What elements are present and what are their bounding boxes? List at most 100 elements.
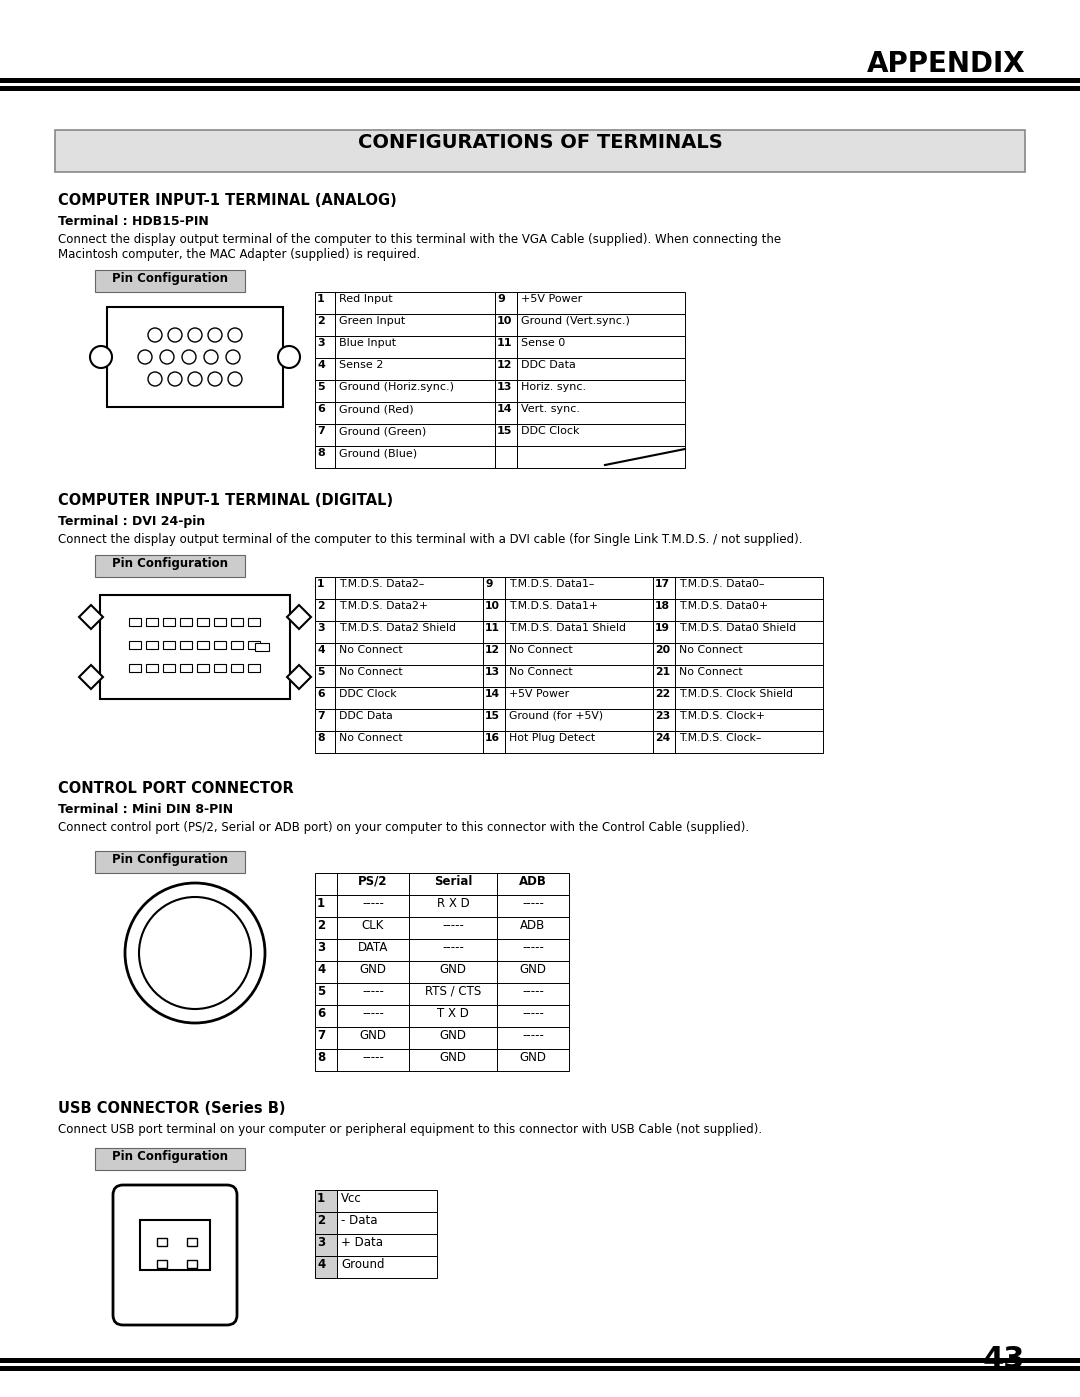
Bar <box>315 1213 337 1234</box>
Bar <box>495 314 517 337</box>
Bar <box>146 664 158 672</box>
FancyBboxPatch shape <box>113 1185 237 1324</box>
Circle shape <box>228 372 242 386</box>
Bar <box>517 314 685 337</box>
Bar <box>201 930 215 940</box>
Bar <box>315 710 335 731</box>
Text: - Data: - Data <box>341 1214 378 1227</box>
Text: Vert. sync.: Vert. sync. <box>521 404 580 414</box>
Text: 9: 9 <box>497 293 504 305</box>
Text: GND: GND <box>440 1051 467 1065</box>
Polygon shape <box>79 665 103 689</box>
Bar <box>337 1213 437 1234</box>
Bar <box>409 939 497 961</box>
Bar <box>675 687 823 710</box>
Bar <box>497 961 569 983</box>
Circle shape <box>139 897 251 1009</box>
Bar <box>335 622 483 643</box>
Text: Vcc: Vcc <box>341 1192 362 1206</box>
Text: CONFIGURATIONS OF TERMINALS: CONFIGURATIONS OF TERMINALS <box>357 133 723 152</box>
Circle shape <box>188 372 202 386</box>
Bar <box>315 916 337 939</box>
Bar <box>157 1238 167 1246</box>
Bar <box>335 577 483 599</box>
Bar <box>337 1049 409 1071</box>
Text: -----: ----- <box>362 1051 383 1065</box>
Text: RTS / CTS: RTS / CTS <box>424 985 481 997</box>
Bar <box>315 1256 337 1278</box>
Text: Ground (for +5V): Ground (for +5V) <box>509 711 603 721</box>
Text: T.M.D.S. Data2+: T.M.D.S. Data2+ <box>339 601 428 610</box>
Text: Connect control port (PS/2, Serial or ADB port) on your computer to this connect: Connect control port (PS/2, Serial or AD… <box>58 821 750 834</box>
Text: + Data: + Data <box>341 1236 383 1249</box>
Bar <box>315 622 335 643</box>
Bar <box>140 1220 210 1270</box>
Text: -----: ----- <box>442 919 464 932</box>
Text: Pin Configuration: Pin Configuration <box>112 272 228 285</box>
Text: Sense 0: Sense 0 <box>521 338 565 348</box>
Circle shape <box>90 346 112 367</box>
Bar <box>214 641 226 650</box>
Text: 43: 43 <box>983 1345 1025 1375</box>
Bar <box>315 961 337 983</box>
Bar <box>495 402 517 425</box>
Text: No Connect: No Connect <box>679 666 743 678</box>
Bar <box>497 1027 569 1049</box>
Bar <box>675 643 823 665</box>
Circle shape <box>148 328 162 342</box>
Text: 6: 6 <box>318 1007 325 1020</box>
Bar <box>653 710 675 731</box>
Text: Ground (Blue): Ground (Blue) <box>339 448 417 458</box>
Bar <box>197 641 210 650</box>
Circle shape <box>148 372 162 386</box>
Bar <box>315 687 335 710</box>
Circle shape <box>228 328 242 342</box>
Text: -----: ----- <box>522 897 544 909</box>
Bar <box>214 617 226 626</box>
Bar <box>226 930 240 940</box>
Bar <box>315 939 337 961</box>
Text: 3: 3 <box>318 338 325 348</box>
Text: Ground: Ground <box>341 1259 384 1271</box>
Text: CONTROL PORT CONNECTOR: CONTROL PORT CONNECTOR <box>58 781 294 796</box>
Bar <box>180 641 192 650</box>
Text: No Connect: No Connect <box>509 666 572 678</box>
FancyBboxPatch shape <box>114 602 276 692</box>
Text: 5: 5 <box>318 666 324 678</box>
Bar <box>409 1049 497 1071</box>
Bar <box>409 1004 497 1027</box>
Text: T.M.D.S. Clock Shield: T.M.D.S. Clock Shield <box>679 689 793 698</box>
Bar <box>517 292 685 314</box>
Circle shape <box>138 351 152 365</box>
Text: CLK: CLK <box>362 919 384 932</box>
Text: 4: 4 <box>318 963 325 977</box>
Text: T.M.D.S. Data1 Shield: T.M.D.S. Data1 Shield <box>509 623 626 633</box>
Text: No Connect: No Connect <box>339 666 403 678</box>
Text: T.M.D.S. Data0+: T.M.D.S. Data0+ <box>679 601 768 610</box>
Text: COMPUTER INPUT-1 TERMINAL (DIGITAL): COMPUTER INPUT-1 TERMINAL (DIGITAL) <box>58 493 393 509</box>
Bar <box>157 1260 167 1268</box>
Bar <box>150 930 164 940</box>
Text: 7: 7 <box>318 711 325 721</box>
Text: -----: ----- <box>522 985 544 997</box>
Bar <box>497 939 569 961</box>
Text: 2: 2 <box>318 1214 325 1227</box>
Bar <box>517 402 685 425</box>
Text: Ground (Red): Ground (Red) <box>339 404 414 414</box>
Bar <box>517 337 685 358</box>
Text: +5V Power: +5V Power <box>509 689 569 698</box>
Polygon shape <box>287 605 311 629</box>
Text: Blue Input: Blue Input <box>339 338 396 348</box>
Text: T.M.D.S. Data1+: T.M.D.S. Data1+ <box>509 601 598 610</box>
Bar <box>163 641 175 650</box>
Text: 8: 8 <box>318 733 324 743</box>
Text: 3: 3 <box>318 942 325 954</box>
Text: Green Input: Green Input <box>339 316 405 326</box>
Bar <box>315 1234 337 1256</box>
Text: Connect the display output terminal of the computer to this terminal with the VG: Connect the display output terminal of t… <box>58 233 781 246</box>
Bar <box>483 622 505 643</box>
Bar <box>231 664 243 672</box>
Bar <box>497 1049 569 1071</box>
Bar <box>95 270 245 292</box>
Text: COMPUTER INPUT-1 TERMINAL (ANALOG): COMPUTER INPUT-1 TERMINAL (ANALOG) <box>58 193 396 208</box>
